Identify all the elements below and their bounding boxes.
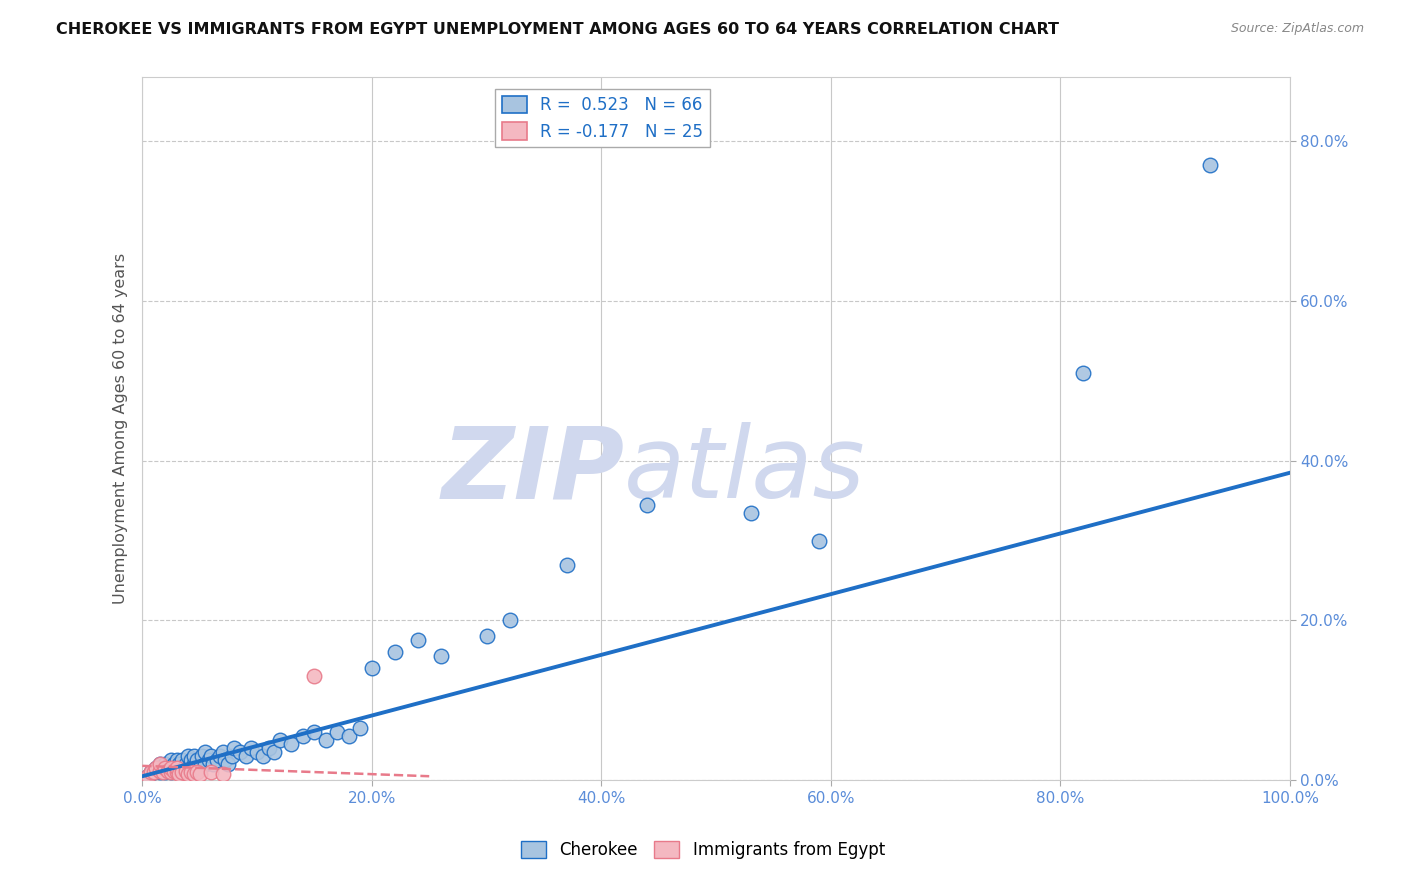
Point xyxy=(555,558,578,572)
Point xyxy=(808,533,831,548)
Legend: R =  0.523   N = 66, R = -0.177   N = 25: R = 0.523 N = 66, R = -0.177 N = 25 xyxy=(495,89,710,147)
Point xyxy=(186,753,208,767)
Point xyxy=(429,649,451,664)
Point xyxy=(172,761,194,775)
Point xyxy=(152,761,174,775)
Point xyxy=(152,765,174,780)
Point xyxy=(160,761,183,775)
Point xyxy=(263,745,285,759)
Point xyxy=(211,767,233,781)
Point xyxy=(186,765,208,780)
Point xyxy=(200,765,222,780)
Point xyxy=(177,761,200,775)
Point xyxy=(221,749,243,764)
Point xyxy=(198,753,221,767)
Point xyxy=(160,765,183,780)
Point xyxy=(166,761,188,775)
Point xyxy=(1073,366,1095,380)
Point xyxy=(194,745,217,759)
Point xyxy=(167,767,190,781)
Point xyxy=(740,506,762,520)
Point xyxy=(177,749,200,764)
Point xyxy=(166,761,188,775)
Point xyxy=(349,721,371,735)
Point xyxy=(224,741,246,756)
Point xyxy=(229,745,252,759)
Text: Source: ZipAtlas.com: Source: ZipAtlas.com xyxy=(1230,22,1364,36)
Point xyxy=(172,753,194,767)
Point xyxy=(257,741,280,756)
Point xyxy=(163,757,186,772)
Point xyxy=(183,757,205,772)
Point xyxy=(194,757,217,772)
Point xyxy=(179,753,201,767)
Text: ZIP: ZIP xyxy=(441,423,624,519)
Point xyxy=(136,769,159,783)
Point xyxy=(145,761,167,775)
Point xyxy=(475,630,498,644)
Y-axis label: Unemployment Among Ages 60 to 64 years: Unemployment Among Ages 60 to 64 years xyxy=(114,253,128,605)
Point xyxy=(246,745,269,759)
Point xyxy=(217,757,239,772)
Point xyxy=(166,753,188,767)
Point xyxy=(172,765,194,780)
Point xyxy=(155,757,177,772)
Point xyxy=(155,761,177,775)
Point xyxy=(174,764,197,778)
Point xyxy=(183,767,205,781)
Point xyxy=(498,614,520,628)
Point xyxy=(160,765,183,780)
Point xyxy=(163,764,186,778)
Point xyxy=(155,765,177,780)
Point xyxy=(148,757,170,772)
Point xyxy=(337,729,360,743)
Point xyxy=(211,745,233,759)
Point xyxy=(179,765,201,780)
Point xyxy=(326,725,349,739)
Point xyxy=(177,767,200,781)
Point xyxy=(240,741,263,756)
Text: CHEROKEE VS IMMIGRANTS FROM EGYPT UNEMPLOYMENT AMONG AGES 60 TO 64 YEARS CORRELA: CHEROKEE VS IMMIGRANTS FROM EGYPT UNEMPL… xyxy=(56,22,1059,37)
Point xyxy=(148,757,170,772)
Point xyxy=(1198,158,1220,172)
Point xyxy=(156,761,179,775)
Point xyxy=(200,749,222,764)
Point xyxy=(384,645,406,659)
Point xyxy=(205,753,228,767)
Point xyxy=(136,769,159,783)
Text: atlas: atlas xyxy=(624,423,866,519)
Point xyxy=(167,757,190,772)
Point xyxy=(156,764,179,778)
Point xyxy=(304,669,326,683)
Point xyxy=(188,767,211,781)
Point xyxy=(166,765,188,780)
Point xyxy=(183,749,205,764)
Point xyxy=(148,764,170,778)
Point xyxy=(202,757,225,772)
Point xyxy=(636,498,658,512)
Point xyxy=(142,765,165,780)
Point xyxy=(209,749,232,764)
Point xyxy=(214,753,236,767)
Point xyxy=(269,733,291,747)
Point xyxy=(142,765,165,780)
Point xyxy=(145,761,167,775)
Point xyxy=(360,661,382,675)
Point xyxy=(291,729,314,743)
Point xyxy=(315,733,337,747)
Point xyxy=(160,753,183,767)
Point xyxy=(141,765,163,780)
Point xyxy=(252,749,274,764)
Point xyxy=(188,761,211,775)
Point xyxy=(141,765,163,780)
Point xyxy=(148,765,170,780)
Point xyxy=(235,749,257,764)
Legend: Cherokee, Immigrants from Egypt: Cherokee, Immigrants from Egypt xyxy=(515,834,891,866)
Point xyxy=(191,749,214,764)
Point xyxy=(174,757,197,772)
Point xyxy=(304,725,326,739)
Point xyxy=(406,633,429,648)
Point xyxy=(280,737,302,751)
